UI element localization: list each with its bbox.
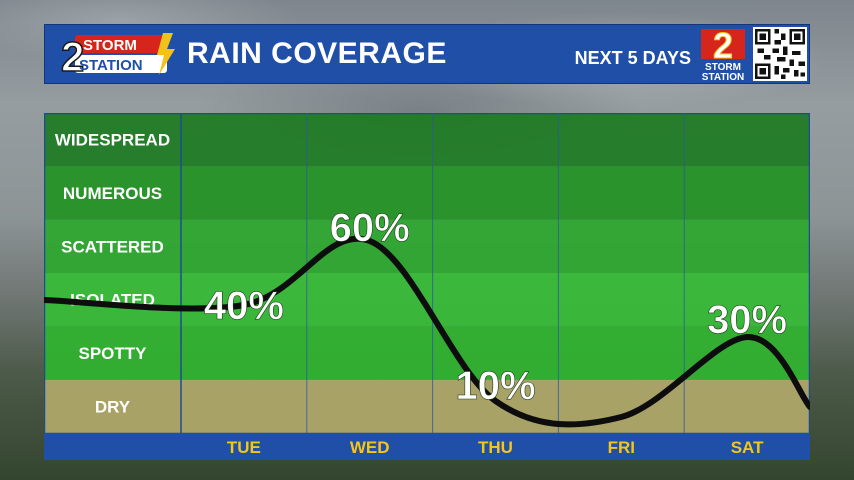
- x-axis-bar: [44, 433, 810, 460]
- forecast-range-label: NEXT 5 DAYS: [574, 48, 691, 68]
- x-tick-label: FRI: [608, 438, 635, 457]
- x-tick-label: WED: [350, 438, 390, 457]
- data-label: 40%: [204, 284, 284, 328]
- band-scattered: [44, 219, 810, 273]
- coverage-curve: [44, 235, 810, 428]
- brand-word-storm: STORM: [705, 62, 741, 73]
- y-category-label: DRY: [95, 397, 131, 416]
- band-dry: [44, 379, 810, 433]
- y-category-label: SCATTERED: [61, 237, 164, 256]
- chart-canvas: DRYSPOTTYISOLATEDSCATTEREDNUMEROUSWIDESP…: [44, 113, 810, 460]
- storm-station-logo: 2 STORM STATION: [45, 25, 181, 83]
- x-tick-label: TUE: [227, 438, 261, 457]
- page-title: RAIN COVERAGE: [187, 37, 447, 70]
- data-label: 10%: [455, 364, 535, 408]
- band-spotty: [44, 326, 810, 380]
- y-category-label: NUMEROUS: [63, 184, 162, 203]
- brand-word-station: STATION: [702, 72, 744, 83]
- logo-word-storm: STORM: [83, 37, 137, 54]
- band-widespread: [44, 113, 810, 167]
- qr-code-icon: [753, 27, 807, 81]
- brand-number: 2: [713, 25, 733, 66]
- header-bar: 2 STORM STATION RAIN COVERAGE NEXT 5 DAY…: [44, 24, 810, 84]
- logo-number: 2: [61, 33, 84, 80]
- rain-coverage-chart: DRY SPOTTY ISOLATED SCATTERED NUMEROUS WIDESP…: [44, 113, 810, 460]
- data-label: 30%: [707, 298, 787, 342]
- x-tick-label: THU: [478, 438, 513, 457]
- logo-word-station: STATION: [79, 57, 143, 74]
- y-category-label: SPOTTY: [78, 344, 147, 363]
- station-brand-logo: 2 STORM STATION: [695, 25, 751, 83]
- y-category-label: WIDESPREAD: [55, 131, 170, 150]
- band-isolated: [44, 273, 810, 327]
- lightning-bolt-icon: [157, 33, 175, 75]
- band-numerous: [44, 166, 810, 220]
- data-label: 60%: [330, 206, 410, 250]
- x-tick-label: SAT: [731, 438, 764, 457]
